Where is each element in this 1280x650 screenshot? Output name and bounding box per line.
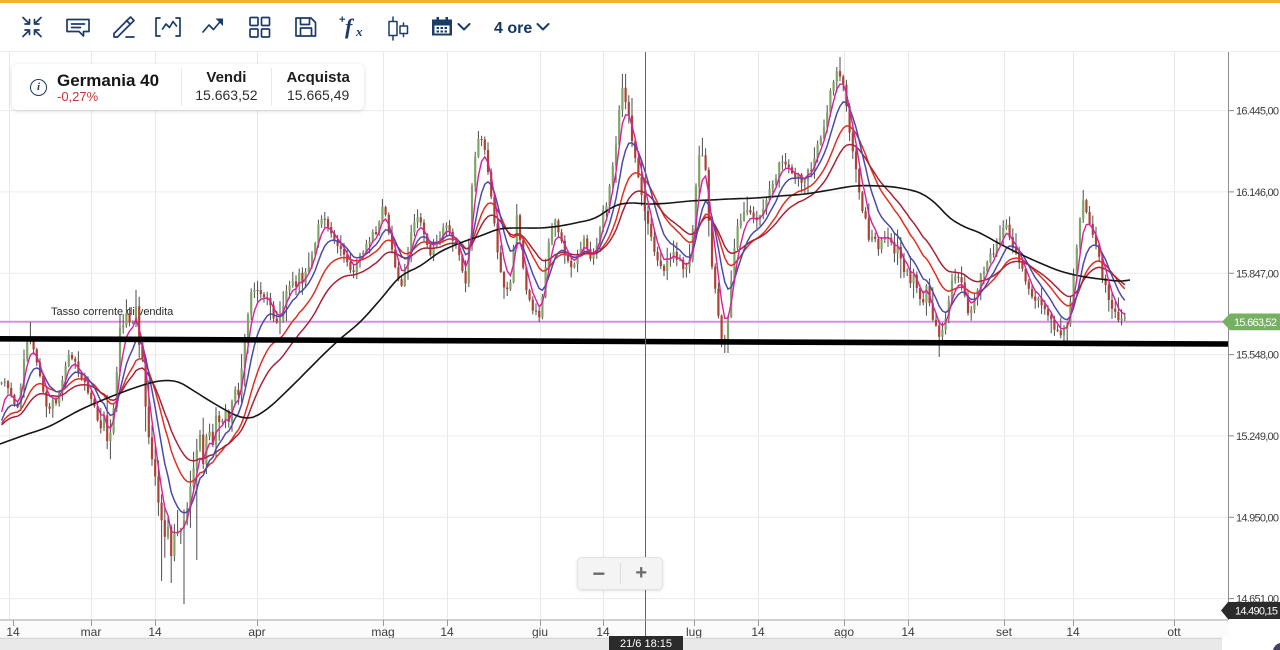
svg-text:14: 14 xyxy=(440,625,454,639)
svg-text:mag: mag xyxy=(371,625,394,639)
svg-text:16.146,00: 16.146,00 xyxy=(1236,187,1279,199)
svg-text:14: 14 xyxy=(148,625,162,639)
svg-text:14: 14 xyxy=(1066,625,1080,639)
svg-text:lug: lug xyxy=(686,625,702,639)
svg-text:Tasso corrente di vendita: Tasso corrente di vendita xyxy=(51,306,174,318)
svg-text:x: x xyxy=(355,24,363,39)
svg-text:15.548,00: 15.548,00 xyxy=(1236,350,1279,362)
svg-text:mar: mar xyxy=(81,625,102,639)
svg-text:14: 14 xyxy=(6,625,20,639)
svg-text:14: 14 xyxy=(901,625,915,639)
svg-text:14.490,15: 14.490,15 xyxy=(1235,606,1278,618)
svg-text:16.445,00: 16.445,00 xyxy=(1236,106,1279,118)
svg-text:15.663,52: 15.663,52 xyxy=(1234,317,1277,329)
svg-text:4 ore: 4 ore xyxy=(494,20,532,37)
svg-text:15.847,00: 15.847,00 xyxy=(1236,268,1279,280)
svg-text:ott: ott xyxy=(1167,625,1181,639)
svg-text:14: 14 xyxy=(596,625,610,639)
svg-text:apr: apr xyxy=(248,625,265,639)
svg-text:15.249,00: 15.249,00 xyxy=(1236,431,1279,443)
svg-text:21/6 18:15: 21/6 18:15 xyxy=(620,638,672,650)
svg-text:set: set xyxy=(996,625,1013,639)
svg-text:14: 14 xyxy=(751,625,765,639)
svg-text:ago: ago xyxy=(834,625,854,639)
svg-text:giu: giu xyxy=(532,625,548,639)
svg-text:+: + xyxy=(339,14,345,26)
svg-text:14.950,00: 14.950,00 xyxy=(1236,512,1279,524)
svg-text:f: f xyxy=(345,14,355,39)
